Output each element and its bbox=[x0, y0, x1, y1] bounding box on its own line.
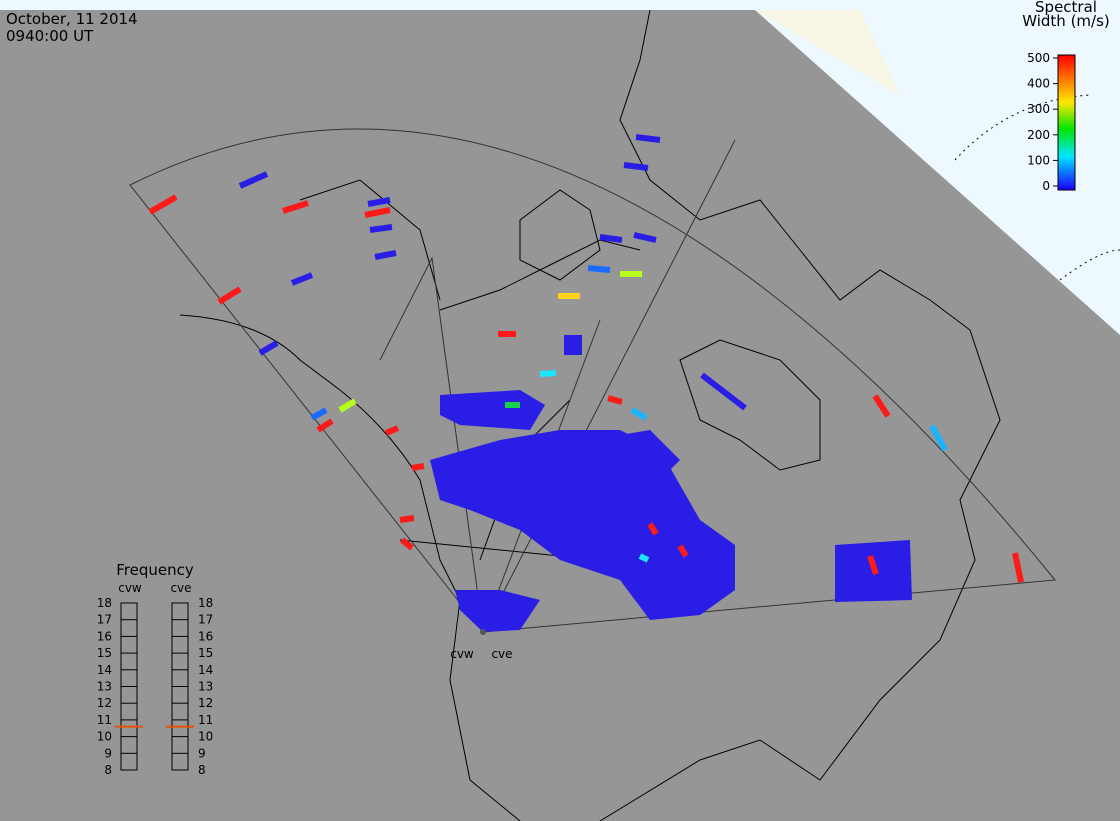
frequency-tick-label: 8 bbox=[198, 763, 206, 777]
colorbar-tick-label: 400 bbox=[1027, 77, 1050, 91]
field-of-view bbox=[129, 128, 1056, 633]
colorbar-tick-label: 100 bbox=[1027, 153, 1050, 167]
date: October, 11 2014 bbox=[6, 10, 138, 28]
frequency-tick-label: 14 bbox=[198, 663, 213, 677]
frequency-tick-label: 15 bbox=[198, 646, 213, 660]
coastline bbox=[179, 9, 1001, 821]
daylight-strip bbox=[0, 0, 1120, 10]
frequency-tick-label: 17 bbox=[198, 613, 213, 627]
colorbar bbox=[1057, 54, 1076, 191]
time: 0940:00 UT bbox=[6, 27, 94, 45]
frequency-tick-label: 11 bbox=[198, 713, 213, 727]
radar-site bbox=[480, 629, 486, 635]
colorbar-title: Width (m/s) bbox=[1022, 12, 1110, 30]
colorbar-title: Spectral bbox=[1035, 0, 1097, 16]
frequency-tick-label: 12 bbox=[198, 696, 213, 710]
frequency-tick-label: 15 bbox=[97, 646, 112, 660]
colorbar-tick-label: 200 bbox=[1027, 128, 1050, 142]
frequency-tick-label: 12 bbox=[97, 696, 112, 710]
frequency-tick-label: 18 bbox=[198, 596, 213, 610]
daylight-region bbox=[755, 10, 1120, 335]
frequency-tick-label: 10 bbox=[198, 730, 213, 744]
frequency-tick-label: 9 bbox=[104, 746, 112, 760]
frequency-tick-label: 17 bbox=[97, 613, 112, 627]
frequency-tick-label: 10 bbox=[97, 730, 112, 744]
frequency-tick-label: 11 bbox=[97, 713, 112, 727]
frequency-title: Frequency bbox=[116, 561, 194, 579]
colorbar-tick-label: 0 bbox=[1042, 179, 1050, 193]
site-label: cvw bbox=[450, 647, 474, 661]
frequency-tick-label: 16 bbox=[198, 629, 213, 643]
radar-name: cvw bbox=[118, 581, 142, 595]
frequency-tick-label: 8 bbox=[104, 763, 112, 777]
frequency-tick-label: 9 bbox=[198, 746, 206, 760]
radar-name: cve bbox=[170, 581, 191, 595]
frequency-tick-label: 16 bbox=[97, 629, 112, 643]
colorbar-tick-label: 500 bbox=[1027, 51, 1050, 65]
frequency-tick-label: 14 bbox=[97, 663, 112, 677]
colorbar-tick-label: 300 bbox=[1027, 102, 1050, 116]
terminator-band bbox=[755, 10, 900, 95]
echo-cells bbox=[148, 134, 1024, 632]
frequency-tick-label: 18 bbox=[97, 596, 112, 610]
frequency-tick-label: 13 bbox=[198, 680, 213, 694]
latitude-circle bbox=[954, 94, 1120, 281]
frequency-tick-label: 13 bbox=[97, 680, 112, 694]
site-label: cve bbox=[491, 647, 512, 661]
